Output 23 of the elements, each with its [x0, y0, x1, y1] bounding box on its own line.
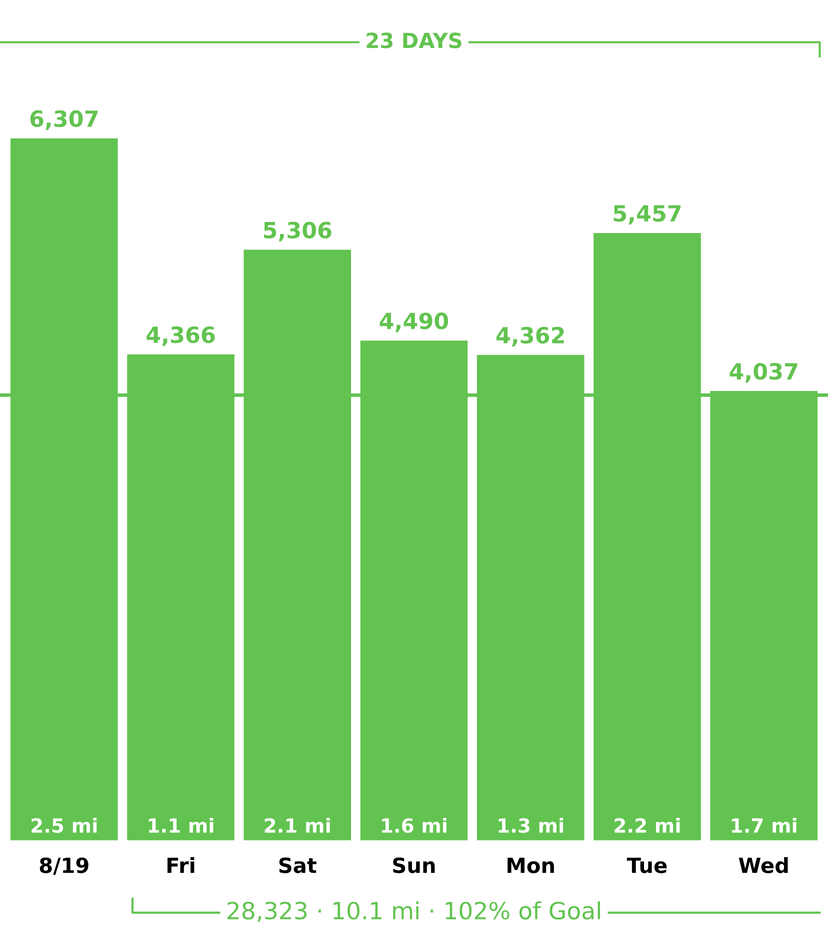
- data-label: 5,457: [614, 205, 681, 225]
- annotation: 2.1 mi: [264, 818, 330, 833]
- x-tick-label: Fri: [168, 857, 194, 873]
- x-tick-label: Sat: [279, 857, 316, 874]
- x-tick-label: Mon: [508, 858, 554, 874]
- x-tick-label: Wed: [738, 857, 788, 874]
- annotation: 1.6 mi: [382, 818, 446, 833]
- x-tick-label: 8/19: [40, 857, 88, 875]
- annotation: 1.3 mi: [498, 818, 564, 833]
- data-label: 4,037: [730, 362, 798, 383]
- text: 23 DAYS: [366, 32, 462, 48]
- annotation: 2.2 mi: [614, 818, 680, 833]
- annotation: 1.1 mi: [148, 818, 214, 833]
- data-label: 6,307: [30, 110, 98, 130]
- annotation: 1.7 mi: [732, 818, 796, 833]
- x-tick-label: Sun: [393, 857, 435, 874]
- data-label: 4,490: [380, 312, 448, 332]
- x-tick-label: Tue: [626, 858, 667, 874]
- text: 28,323 · 10.1 mi · 102% of Goal: [228, 901, 600, 922]
- annotation: 2.5 mi: [32, 818, 97, 833]
- data-label: 4,366: [146, 326, 215, 346]
- data-label: 4,362: [496, 326, 564, 346]
- data-label: 5,306: [264, 222, 332, 242]
